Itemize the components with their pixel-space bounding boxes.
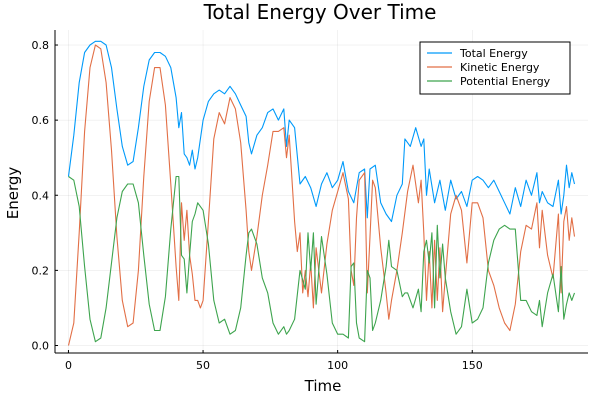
plot-series	[67, 40, 576, 346]
x-tick-label: 150	[462, 359, 483, 372]
x-axis-title: Time	[304, 377, 342, 395]
axes	[54, 30, 588, 354]
y-tick-label: 0.4	[32, 189, 50, 202]
legend-box	[419, 41, 571, 95]
series-line-kinetic-energy	[67, 44, 576, 346]
y-tick-label: 0.2	[32, 264, 50, 277]
x-tick-label: 0	[65, 359, 72, 372]
series-line-potential-energy	[68, 175, 576, 343]
y-tick-label: 0.8	[32, 39, 50, 52]
y-tick-label: 0.0	[32, 339, 50, 352]
legend: Total Energy Kinetic Energy Potential En…	[419, 41, 571, 95]
chart-title: Total Energy Over Time	[203, 0, 437, 24]
y-axis-title: Energy	[4, 167, 22, 220]
x-axis-ticks: 0 50 100 150	[65, 350, 483, 372]
y-tick-label: 0.6	[32, 114, 50, 127]
series-line-total-energy	[67, 40, 576, 223]
legend-label-kinetic-energy: Kinetic Energy	[460, 61, 540, 74]
x-tick-label: 50	[196, 359, 210, 372]
legend-label-potential-energy: Potential Energy	[460, 75, 551, 88]
legend-label-total-energy: Total Energy	[459, 47, 528, 60]
x-tick-label: 100	[327, 359, 348, 372]
y-axis-ticks: 0.0 0.2 0.4 0.6 0.8	[32, 39, 58, 352]
